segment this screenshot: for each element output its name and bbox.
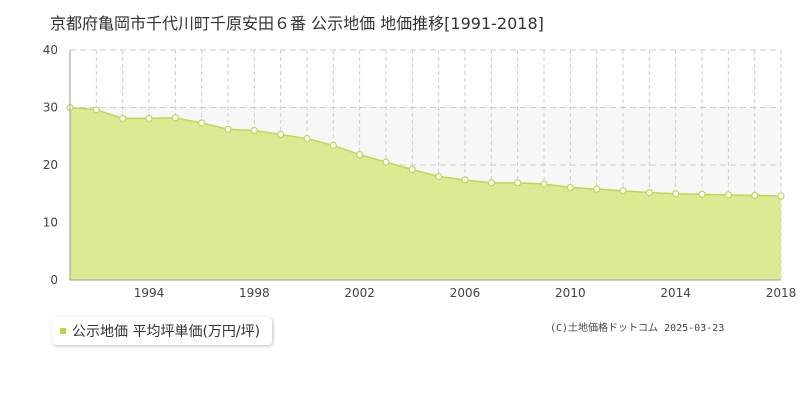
plot-background [70, 50, 781, 108]
data-point [382, 158, 390, 166]
x-tick-label: 2014 [660, 286, 691, 300]
area-series [70, 107, 781, 280]
data-point [303, 134, 311, 143]
data-point [119, 114, 127, 123]
data-point [171, 114, 179, 122]
y-tick-label: 20 [43, 158, 58, 172]
data-point [514, 179, 522, 187]
data-point [277, 130, 285, 139]
legend-label: 公示地価 平均坪単価(万円/坪) [72, 324, 261, 340]
data-point [92, 106, 100, 114]
x-tick-label: 1994 [134, 286, 165, 300]
data-point [645, 189, 653, 197]
y-tick-label: 40 [43, 43, 58, 57]
data-point [566, 183, 574, 192]
data-point [461, 176, 469, 184]
data-point [250, 126, 258, 135]
legend-marker-icon [60, 328, 66, 334]
data-point [198, 119, 206, 127]
data-point [777, 192, 785, 200]
data-point [356, 151, 364, 159]
y-tick-label: 10 [43, 216, 58, 230]
data-point [487, 179, 495, 187]
x-tick-label: 1998 [239, 286, 270, 300]
data-point [145, 114, 153, 123]
data-point [751, 191, 759, 200]
data-point [224, 125, 232, 133]
x-tick-label: 2002 [344, 286, 375, 300]
data-point [724, 191, 732, 199]
x-tick-label: 2006 [450, 286, 481, 300]
copyright-text: (C)土地価格ドットコム 2025-03-23 [550, 323, 725, 334]
data-point [435, 172, 443, 181]
x-tick-label: 2018 [766, 286, 797, 300]
data-point [619, 187, 627, 195]
chart-area: 0 10 20 30 40 1994 1998 2002 2006 2010 2014 2018 [43, 43, 797, 300]
x-tick-label: 2010 [555, 286, 586, 300]
legend: 公示地価 平均坪単価(万円/坪) [52, 317, 273, 345]
y-tick-label: 30 [43, 101, 58, 115]
data-point [540, 180, 548, 188]
data-point [698, 190, 706, 198]
data-point [408, 166, 416, 174]
chart-title: 京都府亀岡市千代川町千原安田６番 公示地価 地価推移[1991-2018] [50, 14, 544, 33]
data-point [329, 141, 337, 150]
series-line [69, 106, 782, 197]
data-point [593, 185, 601, 193]
y-tick-label: 0 [50, 273, 58, 287]
data-point [672, 190, 680, 198]
